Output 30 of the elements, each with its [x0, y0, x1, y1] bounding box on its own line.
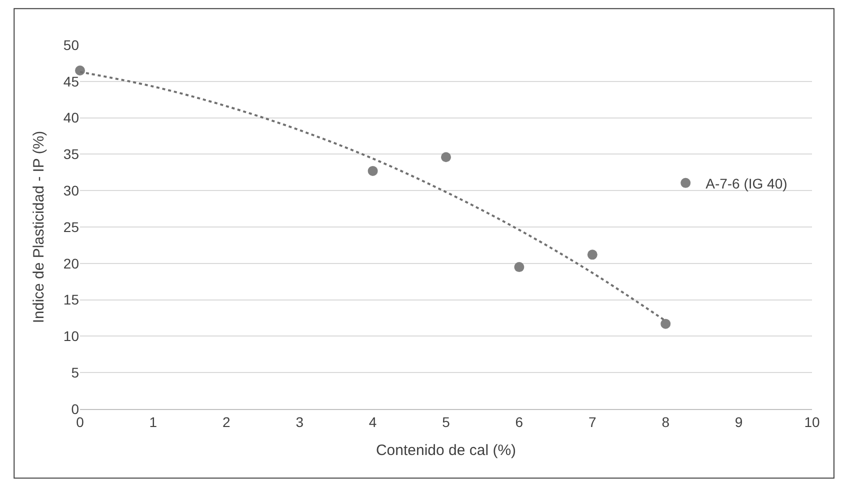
legend-label: A-7-6 (IG 40): [706, 175, 788, 192]
y-tick-label: 15: [63, 292, 80, 308]
x-tick-label: 4: [368, 414, 377, 430]
point: [368, 166, 378, 176]
point: [441, 152, 451, 162]
x-tick-label: 6: [515, 414, 524, 430]
y-tick-label: 20: [63, 255, 80, 272]
x-tick-label: 2: [222, 414, 230, 430]
y-axis-title: Indice de Plasticidad - IP (%): [30, 130, 48, 324]
x-tick-label: 7: [588, 414, 596, 430]
y-tick-label: 25: [63, 218, 80, 235]
point: [587, 250, 598, 260]
point: [514, 262, 524, 272]
y-tick-label: 5: [71, 364, 80, 380]
x-tick-label: 10: [804, 414, 820, 430]
x-tick-label: 5: [442, 414, 450, 430]
y-tick-label: 50: [63, 36, 80, 53]
y-tick-label: 45: [63, 73, 80, 90]
y-tick-label: 35: [63, 146, 80, 162]
x-axis-title: Contenido de cal (%): [376, 442, 516, 459]
x-tick-label: 8: [662, 414, 670, 430]
x-tick-label: 3: [296, 414, 304, 430]
y-tick-label: 0: [71, 400, 80, 417]
point: [660, 318, 671, 329]
y-tick-label: 10: [63, 328, 80, 344]
y-tick-label: 40: [63, 110, 80, 126]
x-tick-label: 9: [734, 414, 743, 430]
point: [75, 65, 85, 76]
x-tick-label: 1: [149, 414, 158, 430]
y-tick-label: 30: [63, 182, 80, 198]
